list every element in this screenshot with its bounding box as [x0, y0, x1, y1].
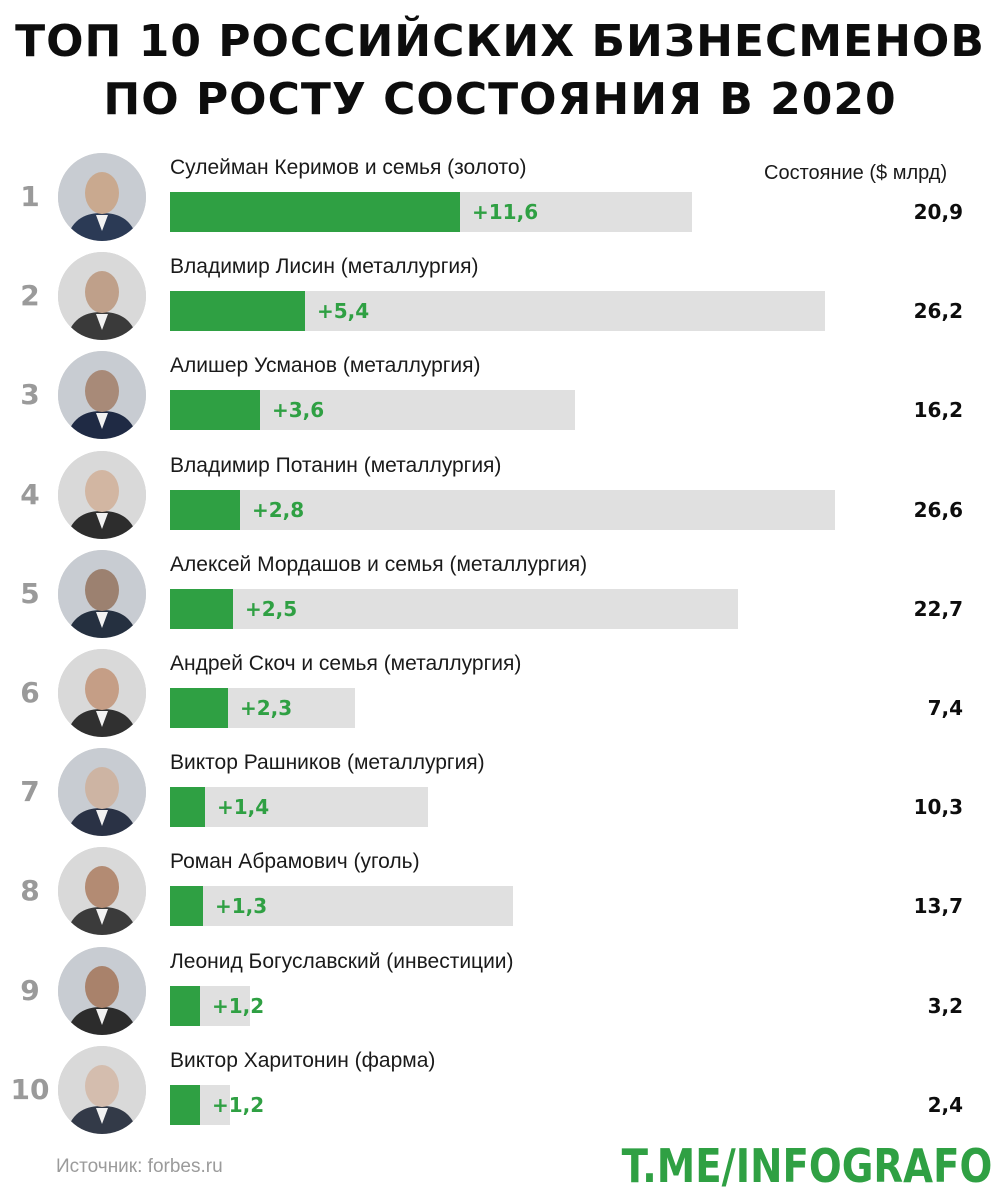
businessman-name: Роман Абрамович (уголь)	[170, 850, 420, 873]
chart-title-line-2: ПО РОСТУ СОСТОЯНИЯ В 2020	[103, 74, 897, 125]
avatar	[58, 1046, 146, 1134]
growth-bar	[170, 688, 228, 728]
businessman-name: Виктор Харитонин (фарма)	[170, 1049, 436, 1072]
wealth-value: 2,4	[927, 1093, 963, 1117]
ranking-row: 10 Виктор Харитонин (фарма) +1,2 2,4	[0, 1045, 1000, 1144]
growth-label: +1,2	[212, 994, 265, 1018]
growth-label: +1,3	[215, 894, 268, 918]
rank-number: 4	[20, 478, 40, 511]
avatar	[58, 153, 146, 241]
wealth-bar	[170, 589, 738, 629]
growth-label: +3,6	[272, 398, 325, 422]
growth-label: +11,6	[472, 200, 539, 224]
ranking-row: 5 Алексей Мордашов и семья (металлургия) +…	[0, 549, 1000, 648]
wealth-bar	[170, 490, 835, 530]
avatar	[58, 351, 146, 439]
rank-number: 1	[20, 180, 40, 213]
businessman-name: Алишер Усманов (металлургия)	[170, 354, 481, 377]
growth-label: +2,3	[240, 696, 293, 720]
wealth-value: 7,4	[927, 696, 963, 720]
avatar	[58, 550, 146, 638]
rank-number: 5	[20, 577, 40, 610]
ranking-row: 4 Владимир Потанин (металлургия) +2,8 26,6	[0, 450, 1000, 549]
growth-label: +5,4	[317, 299, 370, 323]
rank-number: 6	[20, 676, 40, 709]
ranking-row: 2 Владимир Лисин (металлургия) +5,4 26,2	[0, 251, 1000, 350]
wealth-value: 22,7	[913, 597, 963, 621]
avatar	[58, 252, 146, 340]
growth-bar	[170, 1085, 200, 1125]
growth-bar	[170, 390, 260, 430]
brand-link[interactable]: T.ME/INFOGRAFO	[621, 1139, 992, 1193]
wealth-bar	[170, 787, 428, 827]
growth-label: +2,8	[252, 498, 305, 522]
wealth-column-header: Состояние ($ млрд)	[764, 162, 948, 184]
businessman-name: Андрей Скоч и семья (металлургия)	[170, 652, 522, 675]
ranking-row: 8 Роман Абрамович (уголь) +1,3 13,7	[0, 846, 1000, 945]
avatar	[58, 947, 146, 1035]
rank-number: 10	[10, 1073, 50, 1106]
businessman-name: Леонид Богуславский (инвестиции)	[170, 950, 514, 973]
businessman-name: Алексей Мордашов и семья (металлургия)	[170, 553, 588, 576]
growth-bar	[170, 192, 460, 232]
rank-number: 2	[20, 279, 40, 312]
avatar	[58, 748, 146, 836]
ranking-row: 3 Алишер Усманов (металлургия) +3,6 16,2	[0, 350, 1000, 449]
wealth-value: 10,3	[913, 795, 963, 819]
ranking-row: 6 Андрей Скоч и семья (металлургия) +2,3 7,…	[0, 648, 1000, 747]
wealth-value: 26,2	[913, 299, 963, 323]
avatar	[58, 649, 146, 737]
businessman-name: Виктор Рашников (металлургия)	[170, 751, 485, 774]
growth-bar	[170, 490, 240, 530]
rank-number: 3	[20, 378, 40, 411]
growth-bar	[170, 986, 200, 1026]
wealth-bar	[170, 886, 513, 926]
avatar	[58, 847, 146, 935]
wealth-value: 26,6	[913, 498, 963, 522]
growth-bar	[170, 291, 305, 331]
businessman-name: Владимир Лисин (металлургия)	[170, 255, 479, 278]
avatar	[58, 451, 146, 539]
rank-number: 7	[20, 775, 40, 808]
rank-number: 9	[20, 974, 40, 1007]
growth-bar	[170, 787, 205, 827]
wealth-value: 20,9	[913, 200, 963, 224]
businessman-name: Владимир Потанин (металлургия)	[170, 454, 502, 477]
ranking-row: 9 Леонид Богуславский (инвестиции) +1,2 3,2	[0, 946, 1000, 1045]
wealth-value: 3,2	[927, 994, 963, 1018]
growth-bar	[170, 886, 203, 926]
ranking-row: 1 Сулейман Керимов и семья (золото) +11,6 2…	[0, 152, 1000, 251]
ranking-row: 7 Виктор Рашников (металлургия) +1,4 10,3	[0, 747, 1000, 846]
source-note: Источник: forbes.ru	[56, 1156, 223, 1177]
rank-number: 8	[20, 874, 40, 907]
wealth-value: 13,7	[913, 894, 963, 918]
growth-label: +2,5	[245, 597, 298, 621]
growth-bar	[170, 589, 233, 629]
growth-label: +1,4	[217, 795, 270, 819]
wealth-value: 16,2	[913, 398, 963, 422]
growth-label: +1,2	[212, 1093, 265, 1117]
chart-title-line-1: ТОП 10 РОССИЙСКИХ БИЗНЕСМЕНОВ	[15, 16, 985, 67]
businessman-name: Сулейман Керимов и семья (золото)	[170, 156, 527, 179]
